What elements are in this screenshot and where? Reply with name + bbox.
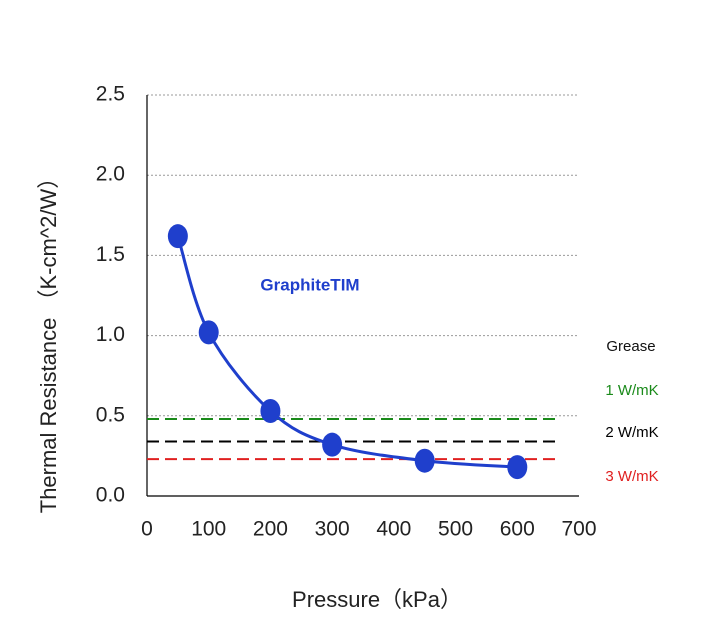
x-tick-label: 500 [438, 518, 473, 541]
reference-label: 1 W/mK [605, 382, 658, 399]
x-tick-label: 100 [191, 518, 226, 541]
x-tick-label: 300 [315, 518, 350, 541]
data-point [260, 398, 281, 423]
series-line [176, 235, 518, 469]
reference-label: 2 W/mK [605, 424, 658, 441]
data-point [507, 455, 528, 480]
x-tick-label: 700 [561, 518, 596, 541]
y-tick-label: 1.0 [96, 323, 125, 346]
data-point [414, 448, 435, 473]
reference-label: 3 W/mK [605, 468, 658, 485]
x-tick-label: 400 [376, 518, 411, 541]
y-tick-label: 2.5 [96, 83, 125, 106]
data-point [167, 224, 188, 249]
y-tick-label: 2.0 [96, 163, 125, 186]
series-label: GraphiteTIM [260, 275, 359, 294]
y-tick-label: 0.0 [96, 484, 125, 507]
y-tick-label: 1.5 [96, 243, 125, 266]
x-tick-label: 600 [500, 518, 535, 541]
data-point [198, 320, 219, 345]
reference-title: Grease [606, 338, 655, 355]
x-tick-label: 0 [141, 518, 153, 541]
x-tick-label: 200 [253, 518, 288, 541]
y-tick-label: 0.5 [96, 403, 125, 426]
x-axis-title: Pressure（kPa） [292, 587, 462, 612]
y-axis-title: Thermal Resistance （K-cm^2/W） [36, 167, 61, 514]
data-point [322, 432, 343, 457]
